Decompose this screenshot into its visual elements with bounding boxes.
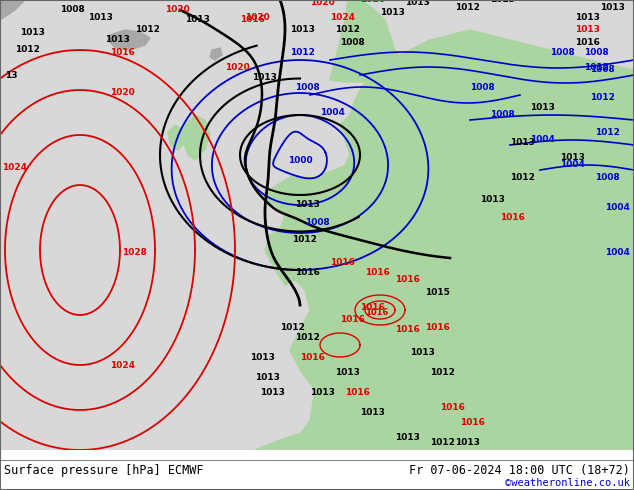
- Text: 1012: 1012: [335, 25, 360, 34]
- Text: Fr 07-06-2024 18:00 UTC (18+72): Fr 07-06-2024 18:00 UTC (18+72): [409, 464, 630, 476]
- Polygon shape: [330, 0, 400, 82]
- Text: 1008: 1008: [470, 83, 495, 92]
- Text: 1012: 1012: [510, 173, 535, 182]
- Text: 1016: 1016: [345, 388, 370, 397]
- Text: 1013: 1013: [600, 3, 625, 12]
- Polygon shape: [255, 30, 634, 450]
- Text: 1013: 1013: [405, 0, 430, 7]
- Text: 1016: 1016: [365, 268, 390, 277]
- Text: 1012: 1012: [584, 63, 609, 72]
- Text: 1012: 1012: [15, 45, 40, 54]
- Text: 1013: 1013: [410, 348, 435, 357]
- Text: 1013: 1013: [250, 353, 275, 362]
- Text: 1013: 1013: [575, 13, 600, 22]
- Text: 1013: 1013: [395, 433, 420, 442]
- Text: 1004: 1004: [320, 108, 345, 117]
- Text: 1013: 1013: [560, 153, 585, 162]
- Text: 1012: 1012: [590, 93, 615, 102]
- Text: 1012: 1012: [295, 333, 320, 342]
- Text: 1020: 1020: [225, 63, 250, 72]
- Text: 1013: 1013: [105, 35, 130, 44]
- Polygon shape: [255, 410, 634, 450]
- Text: 1008: 1008: [340, 38, 365, 47]
- Text: 1016: 1016: [340, 315, 365, 324]
- Text: 13: 13: [5, 71, 18, 80]
- Text: 1013: 1013: [252, 73, 277, 82]
- Text: 1004: 1004: [530, 135, 555, 144]
- Text: 1013: 1013: [88, 13, 113, 22]
- Text: 1016: 1016: [395, 275, 420, 284]
- Text: 1013: 1013: [480, 195, 505, 204]
- Text: 1012: 1012: [430, 438, 455, 447]
- Text: 1016: 1016: [360, 303, 385, 312]
- Text: 1024: 1024: [330, 13, 355, 22]
- Text: 1013: 1013: [510, 138, 535, 147]
- Text: 1024: 1024: [110, 361, 135, 370]
- Text: 1012: 1012: [595, 128, 620, 137]
- Text: 1013: 1013: [335, 368, 360, 377]
- Text: 1016: 1016: [365, 308, 389, 317]
- Text: 1013: 1013: [260, 388, 285, 397]
- Text: 1008: 1008: [305, 218, 330, 227]
- Text: 1015: 1015: [425, 288, 450, 297]
- Text: 1012: 1012: [135, 25, 160, 34]
- Text: 1016: 1016: [300, 353, 325, 362]
- Text: 1008: 1008: [60, 5, 85, 14]
- Text: 1004: 1004: [560, 160, 585, 169]
- Text: 1013: 1013: [530, 103, 555, 112]
- Text: 1016: 1016: [110, 48, 135, 57]
- Text: 1028: 1028: [122, 248, 147, 257]
- Text: 1012: 1012: [280, 323, 305, 332]
- Text: 1013: 1013: [290, 25, 315, 34]
- Polygon shape: [108, 30, 150, 50]
- Text: 1016: 1016: [575, 38, 600, 47]
- Text: 1016: 1016: [425, 323, 450, 332]
- Text: 1020: 1020: [110, 88, 135, 97]
- Text: 1013: 1013: [255, 373, 280, 382]
- Text: 1008: 1008: [295, 83, 320, 92]
- Text: 1008: 1008: [490, 110, 515, 119]
- Polygon shape: [210, 48, 222, 60]
- Text: 1016: 1016: [360, 0, 385, 4]
- Text: 1020: 1020: [165, 5, 190, 14]
- Text: 1013: 1013: [310, 388, 335, 397]
- Text: 1012: 1012: [290, 48, 315, 57]
- Text: 1016: 1016: [330, 258, 355, 267]
- Text: 1013: 1013: [360, 408, 385, 417]
- Polygon shape: [0, 0, 25, 20]
- Text: 1013: 1013: [380, 8, 405, 17]
- Text: 1013: 1013: [295, 200, 320, 209]
- Text: 1016: 1016: [295, 268, 320, 277]
- Text: 1013: 1013: [20, 28, 45, 37]
- Text: 1012: 1012: [430, 368, 455, 377]
- Text: 1004: 1004: [605, 203, 630, 212]
- Text: ©weatheronline.co.uk: ©weatheronline.co.uk: [505, 478, 630, 488]
- Text: 1000: 1000: [288, 156, 313, 165]
- Text: 1020: 1020: [310, 0, 335, 7]
- Text: 1016: 1016: [440, 403, 465, 412]
- Text: 1013: 1013: [185, 15, 210, 24]
- Text: 1013: 1013: [455, 438, 480, 447]
- Text: 1016: 1016: [460, 418, 485, 427]
- Text: 1013: 1013: [490, 0, 515, 4]
- Text: Surface pressure [hPa] ECMWF: Surface pressure [hPa] ECMWF: [4, 464, 204, 476]
- Text: 1008: 1008: [550, 48, 575, 57]
- Text: 1024: 1024: [2, 163, 27, 172]
- Text: 1013: 1013: [575, 25, 600, 34]
- Text: 1008: 1008: [590, 65, 615, 74]
- Text: 1008: 1008: [595, 173, 620, 182]
- Text: 1008: 1008: [584, 48, 609, 57]
- Text: 1012: 1012: [292, 235, 317, 244]
- Text: 1012: 1012: [455, 3, 480, 12]
- Polygon shape: [168, 125, 185, 150]
- Polygon shape: [182, 115, 210, 160]
- Text: 1016: 1016: [500, 213, 525, 222]
- Text: 1016: 1016: [240, 15, 265, 24]
- Text: 1020: 1020: [245, 13, 269, 22]
- Text: 1016: 1016: [395, 325, 420, 334]
- Text: 1004: 1004: [605, 248, 630, 257]
